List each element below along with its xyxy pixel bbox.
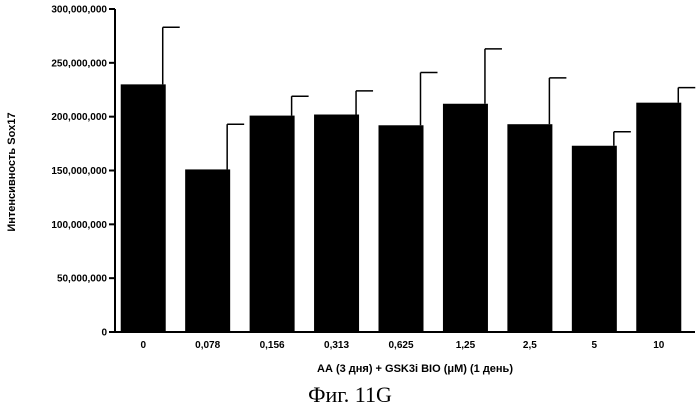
x-tick-label: 5	[592, 340, 598, 351]
y-tick-label: 150,000,000	[51, 166, 107, 177]
y-tick-label: 50,000,000	[57, 274, 107, 285]
x-tick-label: 0,078	[195, 340, 220, 351]
x-tick-label: 2,5	[523, 340, 537, 351]
bar-10	[636, 103, 681, 332]
bar-5	[572, 146, 617, 332]
y-tick-label: 200,000,000	[51, 112, 107, 123]
bar-0,313	[314, 115, 359, 332]
y-axis-ticks: 0 50,000,000 100,000,000 150,000,000 200,000…	[51, 5, 115, 339]
x-tick-label: 1,25	[456, 340, 476, 351]
figure-caption: Фиг. 11G	[0, 382, 700, 408]
y-tick-label: 300,000,000	[51, 5, 107, 16]
x-tick-label: 0	[140, 340, 146, 351]
bar-0	[121, 84, 166, 332]
bar-1,25	[443, 104, 488, 332]
bar-0,156	[250, 116, 295, 332]
x-tick-label: 10	[653, 340, 665, 351]
x-tick-label: 0,625	[388, 340, 413, 351]
bar-0,078	[185, 169, 230, 332]
x-tick-label: 0,313	[324, 340, 349, 351]
x-axis-title: АА (3 дня) + GSK3i BIO (μM) (1 день)	[317, 363, 513, 375]
y-tick-label: 0	[101, 328, 107, 339]
bar-0,625	[379, 125, 424, 332]
y-tick-label: 100,000,000	[51, 220, 107, 231]
x-axis-ticks: 0 0,078 0,156 0,313 0,625 1,25 2,5 5 10	[140, 340, 664, 351]
x-tick-label: 0,156	[260, 340, 285, 351]
bar-2,5	[507, 124, 552, 332]
bars	[121, 84, 682, 332]
y-tick-label: 250,000,000	[51, 58, 107, 69]
y-axis-title: Интенсивность Sox17	[6, 112, 18, 231]
